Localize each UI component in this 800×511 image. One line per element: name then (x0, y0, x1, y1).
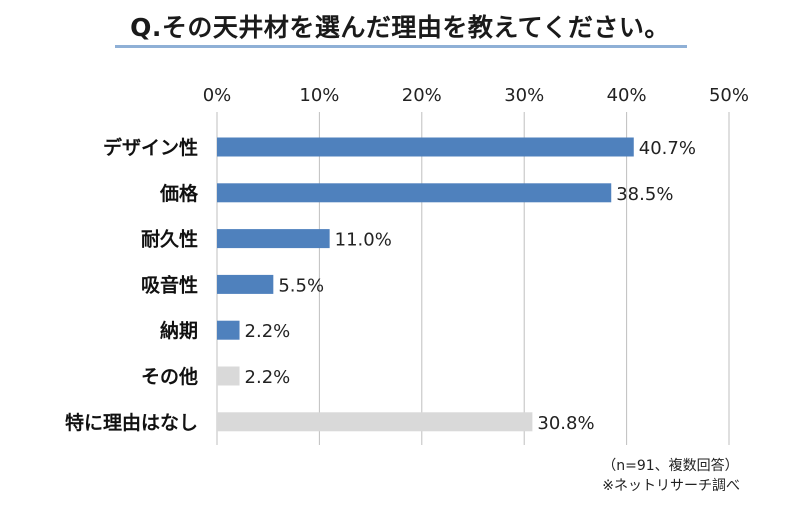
data-label: 5.5% (278, 275, 324, 296)
category-label: 耐久性 (141, 228, 198, 251)
chart-title: Q.その天井材を選んだ理由を教えてください。 (130, 13, 670, 42)
category-label: 価格 (159, 182, 199, 205)
data-label: 40.7% (639, 138, 696, 159)
chart-note: （n=91、複数回答） ※ネットリサーチ調べ (602, 456, 740, 496)
category-label: 吸音性 (141, 273, 198, 296)
data-label: 2.2% (245, 367, 291, 388)
x-tick-label: 10% (299, 85, 339, 106)
bar (217, 183, 612, 203)
x-tick-label: 30% (504, 85, 544, 106)
bar (217, 366, 240, 386)
bar (217, 320, 240, 340)
x-tick-label: 0% (203, 85, 232, 106)
bar (217, 137, 634, 157)
data-label: 38.5% (616, 184, 673, 205)
source-note: ※ネットリサーチ調べ (602, 478, 740, 494)
data-label: 11.0% (335, 230, 392, 251)
x-tick-label: 20% (402, 85, 442, 106)
category-label: 特に理由はなし (65, 411, 198, 434)
data-label: 2.2% (245, 321, 291, 342)
category-label: デザイン性 (103, 136, 198, 159)
x-tick-label: 50% (709, 85, 749, 106)
bars (217, 137, 634, 432)
data-label: 30.8% (537, 413, 594, 434)
value-labels: 40.7% 38.5% 11.0% 5.5% 2.2% 2.2% 30.8% (245, 138, 696, 434)
category-label: 納期 (160, 319, 198, 342)
x-tick-label: 40% (607, 85, 647, 106)
bar (217, 229, 330, 249)
x-axis-ticks: 0% 10% 20% 30% 40% 50% (203, 85, 749, 106)
title-underline (115, 45, 687, 48)
bar (217, 274, 274, 294)
bar (217, 412, 533, 432)
category-label: その他 (141, 365, 198, 388)
sample-note: （n=91、複数回答） (602, 458, 739, 474)
